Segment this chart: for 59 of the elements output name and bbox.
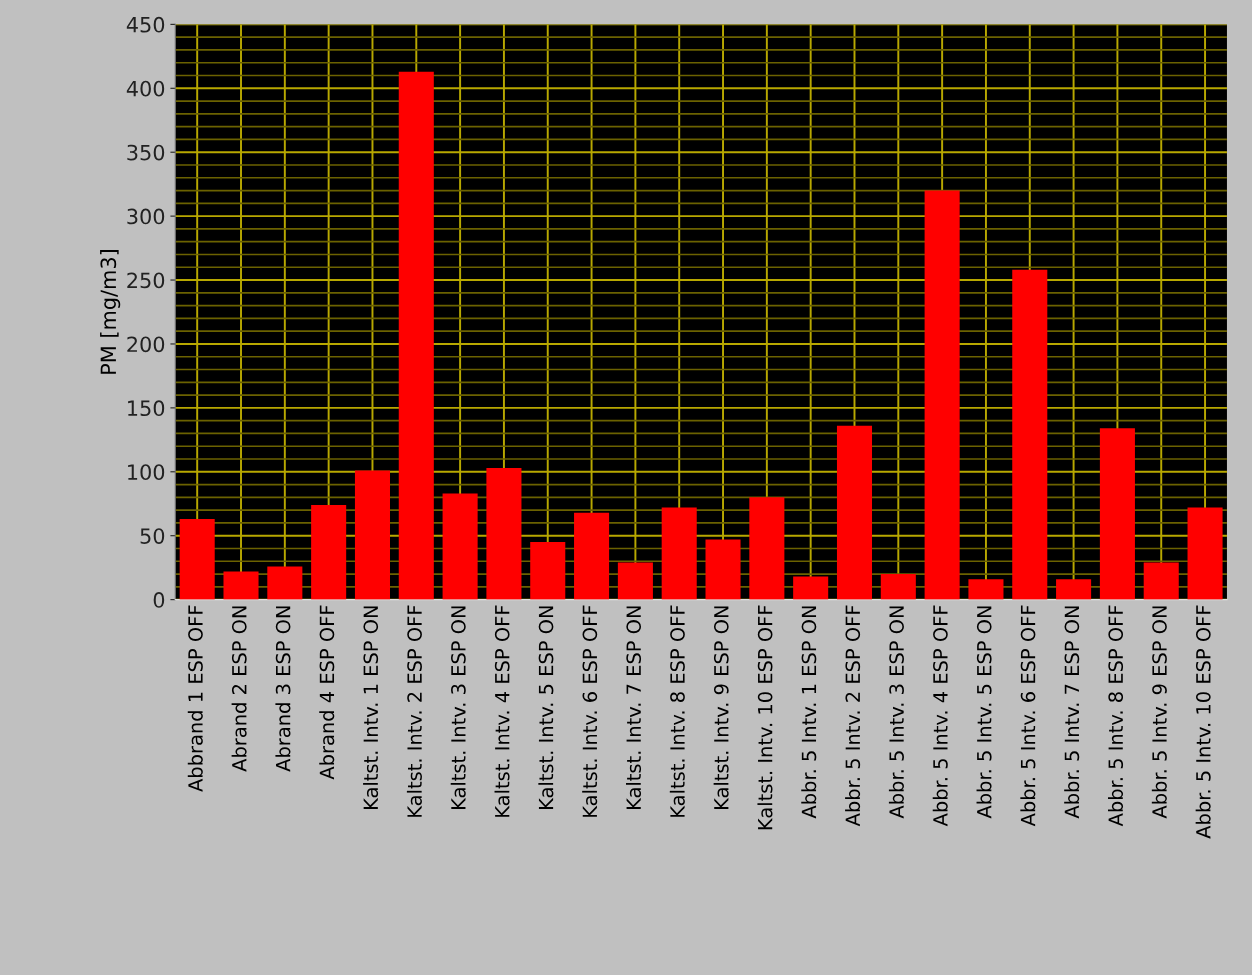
bar [880, 574, 916, 600]
y-tick-label: 0 [153, 592, 165, 608]
y-tick-label: 100 [128, 464, 165, 480]
x-tick-label: Abbr. 5 Intv. 2 ESP OFF [845, 605, 861, 827]
bar [398, 71, 434, 600]
bar [1012, 269, 1048, 600]
bar [661, 507, 697, 600]
y-tick-label: 450 [126, 16, 165, 33]
y-tick-label: 150 [128, 400, 165, 417]
x-tick-label: Abbr. 5 Intv. 9 ESP ON [1151, 606, 1167, 819]
x-tick-label: Abbr. 5 Intv. 4 ESP OFF [932, 605, 948, 827]
bar [924, 190, 960, 600]
bar [617, 562, 653, 600]
bar [530, 542, 566, 600]
bar [179, 519, 215, 600]
x-tick-label: Abrand 2 ESP ON [231, 606, 247, 772]
bar [1143, 562, 1179, 600]
x-tick-label: Abbr. 5 Intv. 10 ESP OFF [1195, 605, 1211, 839]
x-tick-label: Abbr. 5 Intv. 6 ESP OFF [1020, 605, 1036, 827]
x-tick-label: Abrand 3 ESP ON [275, 606, 291, 772]
bar [574, 512, 610, 600]
x-tick-label: Abbrand 1 ESP OFF [187, 605, 203, 792]
y-tick-label: 350 [127, 144, 165, 161]
y-tick-label: 250 [127, 272, 165, 289]
x-tick-label: Kaltst. Intv. 1 ESP ON [363, 606, 379, 810]
bar [1099, 428, 1135, 600]
x-tick-label: Kaltst. Intv. 10 ESP OFF [757, 605, 773, 830]
x-tick-label: Kaltst. Intv. 2 ESP OFF [406, 605, 422, 817]
y-tick-label: 50 [140, 528, 165, 544]
x-tick-label: Abbr. 5 Intv. 5 ESP ON [976, 606, 992, 819]
x-tick-label: Kaltst. Intv. 7 ESP ON [625, 606, 642, 810]
bar [705, 539, 741, 600]
bar [442, 493, 478, 600]
x-tick-label: Kaltst. Intv. 8 ESP OFF [669, 605, 685, 817]
x-tick-label: Abbr. 5 Intv. 3 ESP ON [888, 606, 904, 819]
bar [968, 579, 1004, 600]
bar [1056, 579, 1092, 600]
x-tick-label: Kaltst. Intv. 5 ESP ON [538, 606, 554, 810]
bar [354, 470, 390, 600]
x-tick-label: Abbr. 5 Intv. 1 ESP ON [801, 606, 817, 819]
y-tick-label: 300 [127, 208, 165, 225]
x-tick-label: Kaltst. Intv. 6 ESP OFF [582, 605, 598, 817]
x-tick-label: Abbr. 5 Intv. 8 ESP OFF [1108, 605, 1124, 827]
y-tick-label: 200 [127, 336, 165, 353]
x-tick-label: Kaltst. Intv. 4 ESP OFF [494, 605, 510, 817]
bar [267, 566, 303, 600]
x-tick-label: Kaltst. Intv. 9 ESP ON [713, 606, 729, 810]
x-tick-label: Abrand 4 ESP OFF [319, 605, 335, 780]
bar [749, 497, 785, 600]
y-axis-title: PM [mg/m3] [100, 250, 121, 374]
bar [793, 576, 829, 600]
bar [1187, 507, 1223, 600]
bar [486, 467, 522, 600]
bar [311, 505, 347, 600]
bar [836, 425, 873, 600]
x-tick-label: Kaltst. Intv. 3 ESP ON [450, 606, 466, 810]
x-tick-label: Abbr. 5 Intv. 7 ESP ON [1064, 606, 1080, 819]
bar [223, 571, 259, 600]
y-tick-label: 400 [126, 80, 165, 97]
